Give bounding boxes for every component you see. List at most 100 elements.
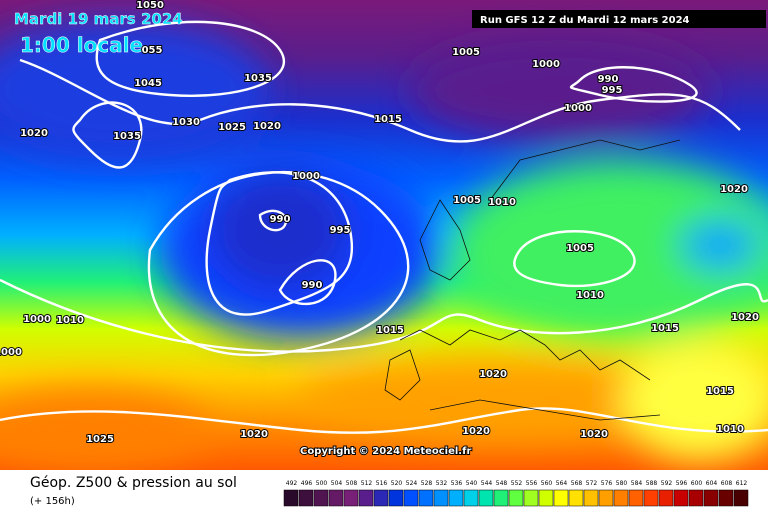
isobar-label: 1000 (292, 171, 320, 182)
scale-swatch (418, 489, 434, 507)
isobar-label: 1025 (86, 434, 114, 445)
isobar-labels: 1050 055 1045 1035 1035 1030 1025 1020 1020 1015 1… (0, 0, 760, 446)
isobar-line (513, 230, 636, 288)
scale-label: 612 (736, 480, 748, 487)
isobar-label: 1030 (172, 117, 200, 128)
isobar-label: 995 (330, 225, 351, 236)
scale-label: 524 (406, 480, 418, 487)
isobar-label: 1000 (23, 314, 51, 325)
isobar-label: 1010 (488, 197, 516, 208)
isobar-label: 1010 (56, 315, 84, 326)
scale-swatch (688, 489, 704, 507)
scale-label: 552 (511, 480, 523, 487)
isobar-label: 1020 (253, 121, 281, 132)
scale-label: 580 (616, 480, 628, 487)
isobar-label: 055 (142, 45, 163, 56)
scale-label: 536 (451, 480, 463, 487)
scale-label: 608 (721, 480, 733, 487)
scale-swatch (673, 489, 689, 507)
coastline (429, 399, 661, 421)
isobar-label: 1050 (136, 0, 164, 11)
scale-label: 584 (631, 480, 643, 487)
scale-swatch (403, 489, 419, 507)
scale-swatch (553, 489, 569, 507)
scale-label: 588 (646, 480, 658, 487)
isobar-line (19, 58, 741, 143)
scale-swatch (373, 489, 389, 507)
isobar-line (147, 171, 410, 357)
scale-label: 544 (481, 480, 493, 487)
scale-label: 572 (586, 480, 598, 487)
scale-label: 528 (421, 480, 433, 487)
scale-swatch (343, 489, 359, 507)
coastlines (384, 139, 681, 421)
scale-label: 500 (316, 480, 328, 487)
scale-label: 592 (661, 480, 673, 487)
isobar-label: 1000 (532, 59, 560, 70)
scale-label: 532 (436, 480, 448, 487)
footer-title: Géop. Z500 & pression au sol (30, 475, 237, 491)
isobar-line (258, 209, 288, 232)
coastline (489, 139, 681, 201)
isobar-line (72, 101, 143, 169)
coastline (399, 329, 651, 381)
run-box (472, 10, 766, 28)
scale-label: 504 (331, 480, 343, 487)
isobar-line (0, 278, 768, 353)
isobar-label: 995 (602, 85, 623, 96)
isobar-label: 1020 (240, 429, 268, 440)
isobar-line (95, 20, 286, 97)
scale-swatch (298, 489, 314, 507)
scale-label: 548 (496, 480, 508, 487)
isobar-label: 1020 (479, 369, 507, 380)
scale-swatch (718, 489, 734, 507)
scale-swatch (733, 489, 749, 507)
isobar-label: 990 (302, 280, 323, 291)
scale-label: 508 (346, 480, 358, 487)
isobar-label: 1005 (453, 195, 481, 206)
isobar-label: 1005 (452, 47, 480, 58)
scale-label: 560 (541, 480, 553, 487)
scale-swatch (658, 489, 674, 507)
scale-swatch (628, 489, 644, 507)
scale-label: 516 (376, 480, 388, 487)
scale-swatch (538, 489, 554, 507)
scale-label: 596 (676, 480, 688, 487)
isobar-label: 1020 (580, 429, 608, 440)
scale-label: 492 (286, 480, 298, 487)
coastline (384, 349, 421, 401)
isobar-line (569, 66, 698, 103)
isobar-label: 1035 (113, 131, 141, 142)
isobar-label: 1020 (720, 184, 748, 195)
isobars (0, 20, 768, 434)
isobar-label: 1015 (374, 114, 402, 125)
scale-swatch (358, 489, 374, 507)
isobar-label: 1005 (566, 243, 594, 254)
isobar-label: 1020 (462, 426, 490, 437)
scale-swatch (283, 489, 299, 507)
scale-label: 540 (466, 480, 478, 487)
isobar-label: 990 (270, 214, 291, 225)
scale-swatch (433, 489, 449, 507)
scale-label: 600 (691, 480, 703, 487)
scale-swatch (568, 489, 584, 507)
isobar-line (0, 407, 768, 434)
footer-lead: (+ 156h) (30, 496, 75, 507)
isobar-label: 1010 (576, 290, 604, 301)
scale-swatch (703, 489, 719, 507)
scale-label: 556 (526, 480, 538, 487)
scale-swatch (493, 489, 509, 507)
isobar-label: 1015 (706, 386, 734, 397)
scale-label: 568 (571, 480, 583, 487)
isobar-label: 1015 (651, 323, 679, 334)
isobar-label: 1020 (20, 128, 48, 139)
scale-swatch (598, 489, 614, 507)
scale-swatch (448, 489, 464, 507)
field-blobs (0, 20, 768, 470)
scale-label: 604 (706, 480, 718, 487)
scale-swatch (313, 489, 329, 507)
isobar-label: 990 (598, 74, 619, 85)
forecast-time: 1:00 locale (20, 33, 143, 57)
isobar-label: 1010 (716, 424, 744, 435)
scale-swatch (463, 489, 479, 507)
